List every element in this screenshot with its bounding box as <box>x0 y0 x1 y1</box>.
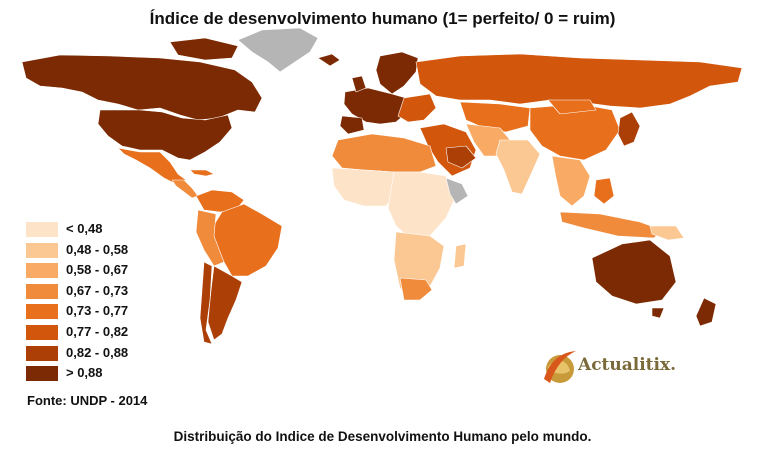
source-note: Fonte: UNDP - 2014 <box>27 393 148 408</box>
region-chile <box>199 261 213 345</box>
region-mongolia <box>547 99 597 115</box>
region-eastern-europe <box>397 93 437 123</box>
region-new-zealand <box>695 297 717 327</box>
figure-caption: Distribuição do Indice de Desenvolviment… <box>173 429 592 444</box>
legend-swatch <box>26 304 58 320</box>
legend-label: 0,48 - 0,58 <box>66 241 129 257</box>
region-horn-africa <box>445 177 469 205</box>
legend-label: < 0,48 <box>66 221 103 236</box>
region-canadian-islands <box>169 37 239 61</box>
region-indonesia <box>559 211 663 239</box>
region-brazil <box>211 203 283 277</box>
region-peru-bolivia <box>195 209 225 267</box>
region-greenland <box>237 27 319 73</box>
legend-label: 0,58 - 0,67 <box>66 262 129 278</box>
region-alaska-canada <box>21 54 263 121</box>
region-central-america <box>171 179 199 199</box>
region-india <box>495 139 541 195</box>
region-iceland <box>317 53 341 67</box>
legend-label: 0,77 - 0,82 <box>66 323 129 339</box>
region-caribbean <box>189 169 215 177</box>
region-usa <box>97 109 233 161</box>
region-central-asia <box>459 101 531 133</box>
region-west-africa <box>331 167 399 207</box>
region-philippines-malaysia <box>593 177 615 205</box>
legend-swatch <box>26 263 58 279</box>
region-southeast-asia <box>551 155 591 207</box>
legend-label: > 0,88 <box>66 365 103 381</box>
region-south-africa <box>399 277 433 301</box>
region-uk <box>351 75 367 93</box>
globe-swoosh-icon <box>544 351 576 383</box>
legend-swatch <box>26 222 58 237</box>
region-north-africa <box>331 133 437 173</box>
region-tasmania <box>651 307 665 319</box>
logo-text: Actualitix. <box>578 355 677 375</box>
legend-label: 0,82 - 0,88 <box>66 344 129 360</box>
region-arabian-gulf <box>445 145 477 169</box>
region-japan-korea <box>617 111 641 147</box>
region-iberia <box>339 115 365 135</box>
legend-swatch <box>26 324 58 340</box>
legend-label: 0,73 - 0,77 <box>66 303 129 319</box>
map-title: Índice de desenvolvimento humano (1= per… <box>149 9 616 28</box>
region-china <box>529 103 621 161</box>
legend-label: 0,67 - 0,73 <box>66 282 129 298</box>
legend-swatch <box>26 242 58 258</box>
region-central-east-africa <box>387 171 457 241</box>
region-colombia-venezuela <box>195 189 245 213</box>
region-russia <box>415 53 743 109</box>
actualitix-logo: Actualitix. <box>540 345 690 390</box>
legend-swatch <box>26 366 58 382</box>
region-australia <box>591 239 677 305</box>
region-papua <box>649 225 685 241</box>
region-argentina <box>207 265 243 341</box>
region-madagascar <box>453 243 467 269</box>
region-scandinavia <box>375 51 419 95</box>
region-western-europe <box>343 87 409 125</box>
legend-swatch <box>26 283 58 299</box>
legend-swatch <box>26 345 58 361</box>
